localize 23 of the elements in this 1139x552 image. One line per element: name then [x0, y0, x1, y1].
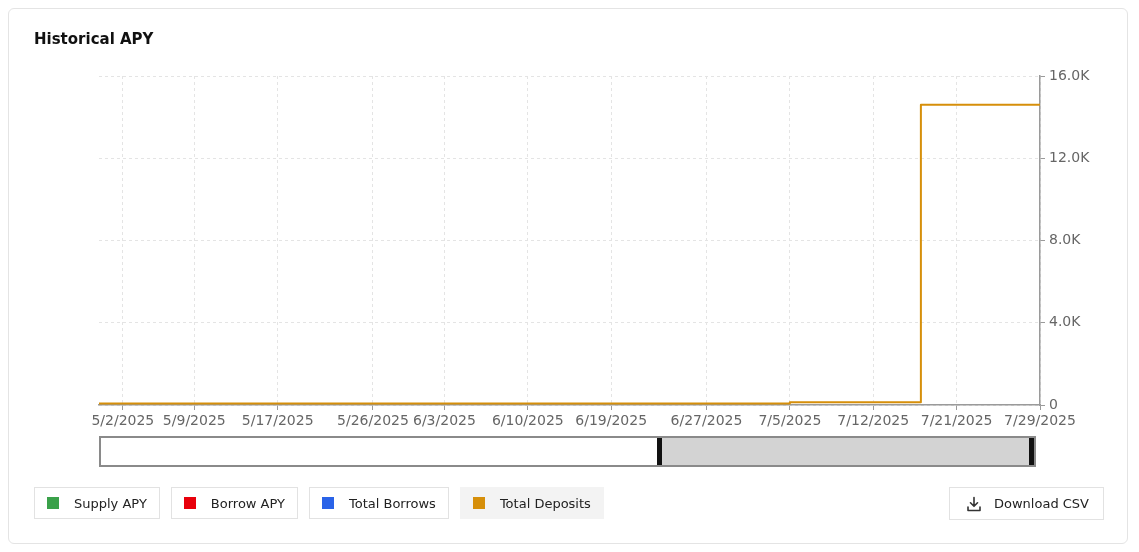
x-tick-label: 7/29/2025 [1004, 412, 1076, 429]
x-tick-label: 5/26/2025 [337, 412, 409, 429]
x-tick-label: 5/9/2025 [162, 412, 226, 429]
legend-label: Total Borrows [348, 495, 436, 511]
y-tick-label: 8.0K [1049, 231, 1082, 248]
legend-label: Borrow APY [210, 495, 285, 511]
legend-label: Supply APY [74, 495, 147, 511]
y-tick-label: 16.0K [1049, 66, 1091, 83]
x-tick-label: 7/21/2025 [920, 412, 993, 429]
x-tick-label: 7/5/2025 [758, 412, 822, 429]
y-tick-label: 4.0K [1049, 313, 1082, 330]
y-tick-label: 12.0K [1049, 148, 1091, 165]
x-tick-label: 6/19/2025 [575, 412, 648, 429]
download-button: Download CSV [949, 487, 1104, 520]
x-tick-label: 6/27/2025 [670, 412, 743, 429]
chart-title: Historical APY [34, 30, 154, 48]
x-tick-label: 5/2/2025 [91, 412, 155, 429]
x-tick-label: 5/17/2025 [241, 412, 314, 429]
x-tick-label: 7/12/2025 [837, 412, 910, 429]
x-tick-label: 6/3/2025 [412, 412, 476, 429]
legend-label: Total Deposits [499, 495, 591, 511]
y-tick-label: 0 [1049, 395, 1058, 412]
x-tick-label: 6/10/2025 [491, 412, 564, 429]
